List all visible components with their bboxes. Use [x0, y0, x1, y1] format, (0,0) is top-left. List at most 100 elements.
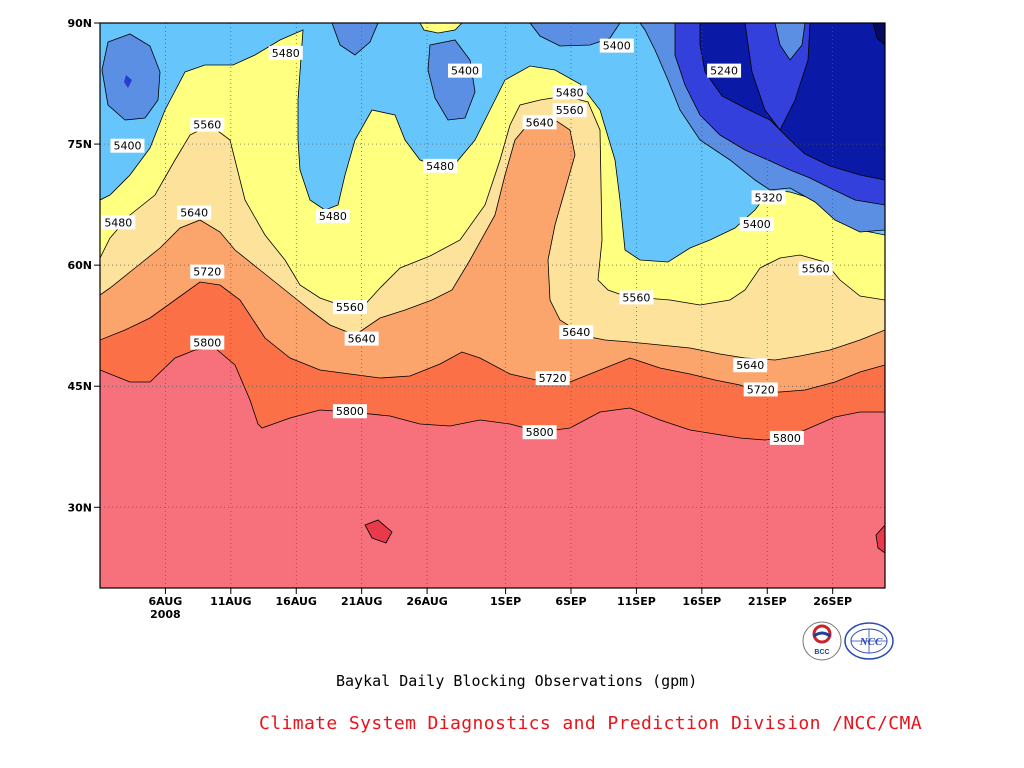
contour-label-box-17	[619, 290, 654, 305]
contour-label-text-14: 5400	[743, 218, 771, 231]
contour-label-text-2: 5400	[603, 40, 631, 53]
y-tick-label-4: 90N	[67, 17, 92, 30]
contour-label-19: 5640	[559, 325, 594, 340]
x-tick-label-0: 6AUG 2008	[149, 595, 183, 621]
x-tick-label-9: 21SEP	[748, 595, 787, 608]
contour-label-1: 5400	[448, 63, 483, 78]
contour-label-box-0	[268, 45, 303, 60]
plot-frame	[99, 22, 886, 589]
contour-label-10: 5320	[751, 190, 786, 205]
contour-label-17: 5560	[619, 290, 654, 305]
y-tick-label-2: 60N	[67, 259, 92, 272]
contour-label-box-21	[190, 335, 225, 350]
contour-label-text-20: 5640	[348, 333, 376, 346]
contour-label-text-19: 5640	[562, 326, 590, 339]
contour-label-box-1	[448, 63, 483, 78]
contour-label-text-3: 5240	[710, 65, 738, 78]
contour-label-text-9: 5480	[426, 160, 454, 173]
contour-label-box-23	[535, 371, 570, 386]
x-tick-label-10: 26SEP	[813, 595, 852, 608]
bcc-logo-text: BCC	[814, 649, 829, 656]
contour-label-25: 5800	[332, 404, 367, 419]
contour-label-box-20	[344, 331, 379, 346]
contour-label-box-4	[552, 85, 587, 100]
y-axis-ticks: 30N 45N 60N 75N 90N	[67, 17, 100, 514]
contour-label-24: 5720	[743, 382, 778, 397]
contour-label-3: 5240	[707, 63, 742, 78]
y-tick-label-1: 45N	[67, 380, 92, 393]
contour-label-text-21: 5800	[193, 337, 221, 350]
contour-label-box-26	[522, 425, 557, 440]
contour-label-box-14	[739, 216, 774, 231]
organization-caption: Climate System Diagnostics and Predictio…	[259, 713, 922, 734]
contour-label-text-7: 5640	[526, 116, 554, 129]
contour-label-8: 5400	[110, 138, 145, 153]
contour-label-5: 5560	[552, 103, 587, 118]
x-tick-label-8: 16SEP	[682, 595, 721, 608]
fill-small-dot	[124, 75, 132, 88]
contour-label-box-27	[769, 430, 804, 445]
contour-label-21: 5800	[190, 335, 225, 350]
fill-red-bubble-2	[875, 524, 885, 554]
contour-label-box-25	[332, 404, 367, 419]
contour-label-box-7	[522, 115, 557, 130]
contour-label-text-8: 5400	[113, 140, 141, 153]
x-tick-label-7: 11SEP	[617, 595, 656, 608]
contour-label-box-9	[423, 158, 458, 173]
contour-label-20: 5640	[344, 331, 379, 346]
contour-label-12: 5480	[315, 208, 350, 223]
contour-label-text-13: 5480	[104, 216, 132, 229]
contour-label-box-15	[190, 264, 225, 279]
contour-label-26: 5800	[522, 425, 557, 440]
contour-label-text-26: 5800	[526, 426, 554, 439]
contour-label-text-4: 5480	[556, 86, 584, 99]
contour-label-18: 5560	[332, 300, 367, 315]
bcc-logo: BCC	[802, 621, 842, 661]
x-tick-label-3: 21AUG	[341, 595, 382, 608]
contour-label-box-2	[599, 38, 634, 53]
contour-label-box-8	[110, 138, 145, 153]
contour-label-27: 5800	[769, 430, 804, 445]
contour-label-text-6: 5560	[193, 119, 221, 132]
contour-label-text-27: 5800	[773, 432, 801, 445]
contour-label-box-11	[177, 205, 212, 220]
fill-5480-top	[419, 23, 463, 34]
contour-label-text-25: 5800	[336, 405, 364, 418]
x-tick-label-6: 6SEP	[555, 595, 586, 608]
contour-label-text-12: 5480	[319, 210, 347, 223]
contour-label-23: 5720	[535, 371, 570, 386]
x-axis-ticks: 6AUG 2008 11AUG 16AUG 21AUG 26AUG 1SEP 6SEP 11SE…	[149, 588, 852, 621]
contour-label-box-19	[559, 325, 594, 340]
contour-label-4: 5480	[552, 85, 587, 100]
contour-label-14: 5400	[739, 216, 774, 231]
y-tick-label-3: 75N	[67, 138, 92, 151]
gridlines	[100, 23, 885, 588]
contour-label-6: 5560	[190, 117, 225, 132]
contour-label-text-17: 5560	[622, 291, 650, 304]
contour-label-9: 5480	[423, 158, 458, 173]
contour-label-15: 5720	[190, 264, 225, 279]
fill-5320-5400-cap	[774, 23, 806, 61]
contour-label-2: 5400	[599, 38, 634, 53]
contour-label-text-11: 5640	[180, 207, 208, 220]
contour-label-13: 5480	[101, 215, 136, 230]
contour-label-text-15: 5720	[193, 266, 221, 279]
contour-label-box-18	[332, 300, 367, 315]
ncc-logo: NCC	[844, 622, 894, 660]
contour-label-text-22: 5640	[736, 359, 764, 372]
contour-label-box-5	[552, 103, 587, 118]
x-tick-label-1: 11AUG	[210, 595, 251, 608]
x-tick-label-4: 26AUG	[406, 595, 447, 608]
contour-label-box-12	[315, 208, 350, 223]
contour-label-text-23: 5720	[539, 372, 567, 385]
contour-label-22: 5640	[733, 358, 768, 373]
ncc-logo-text: NCC	[859, 636, 883, 648]
x-tick-label-2: 16AUG	[276, 595, 317, 608]
fill-5320-5400-top2	[529, 23, 621, 47]
contour-label-text-5: 5560	[556, 104, 584, 117]
x-tick-label-5: 1SEP	[490, 595, 521, 608]
fill-5320-5400-top	[331, 23, 379, 56]
fill-5320-5400-mid	[427, 39, 476, 121]
